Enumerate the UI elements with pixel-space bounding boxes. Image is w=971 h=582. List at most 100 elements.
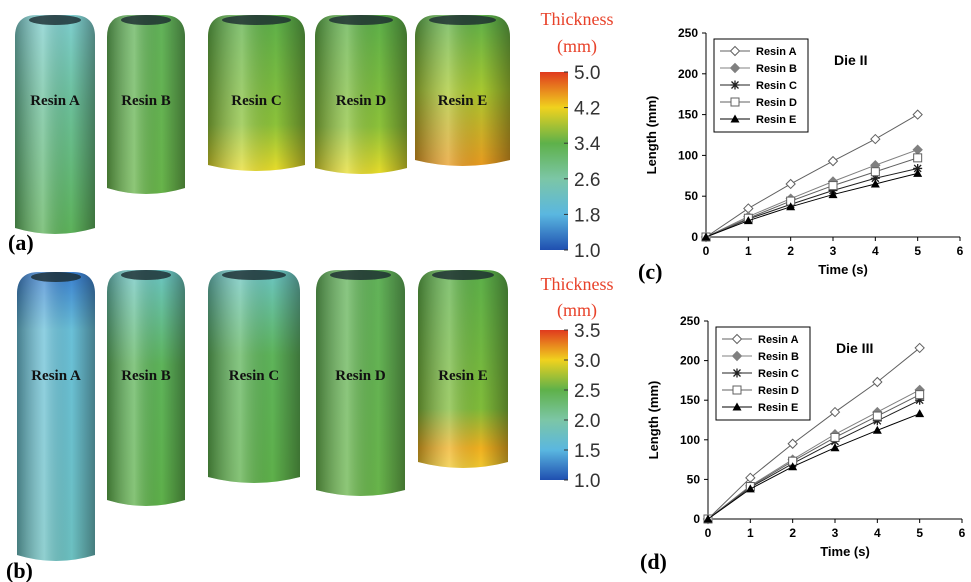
colorbar-title: Thickness	[541, 274, 614, 294]
tube-shade	[15, 15, 95, 234]
legend-label: Resin C	[756, 80, 797, 92]
resin-label: Resin D	[335, 368, 386, 384]
x-tick-label: 5	[916, 526, 923, 540]
y-tick-label: 100	[678, 148, 698, 162]
marker	[914, 154, 922, 162]
x-tick-label: 5	[914, 244, 921, 258]
legend-marker	[731, 98, 739, 106]
tube-opening	[330, 270, 391, 280]
resin-label: Resin A	[31, 368, 81, 384]
resin-label: Resin E	[438, 368, 488, 384]
x-tick-label: 4	[874, 526, 881, 540]
series-line	[706, 168, 918, 237]
marker	[871, 168, 879, 176]
legend-marker	[733, 369, 742, 378]
tube-opening	[222, 270, 286, 280]
marker	[873, 412, 881, 420]
colorbar-tick-label: 1.0	[574, 471, 600, 492]
legend-label: Resin A	[758, 334, 799, 346]
tube-opening	[31, 272, 81, 282]
colorbar-tick-label: 1.5	[574, 441, 600, 462]
colorbar-tick-label: 1.0	[574, 241, 600, 262]
legend-label: Resin E	[758, 402, 798, 414]
colorbar-tick-label: 2.5	[574, 381, 600, 402]
x-tick-label: 3	[830, 244, 837, 258]
resin-label: Resin E	[438, 93, 488, 109]
x-tick-label: 3	[832, 526, 839, 540]
figure: Resin A Resin B Resin C Resin D Resin E (a) Th…	[0, 0, 971, 582]
marker	[916, 391, 924, 399]
marker	[829, 157, 838, 166]
resin-label: Resin C	[231, 93, 281, 109]
legend-label: Resin E	[756, 114, 796, 126]
x-axis-title: Time (s)	[820, 544, 870, 559]
tube-opening	[429, 15, 496, 25]
tube-shade	[17, 272, 95, 561]
tube-opening	[121, 270, 171, 280]
y-tick-label: 200	[680, 354, 700, 368]
marker	[786, 179, 795, 188]
marker	[913, 169, 922, 177]
panel-label: (d)	[640, 549, 667, 574]
colorbar-unit: (mm)	[557, 36, 597, 57]
colorbar-unit: (mm)	[557, 300, 597, 321]
y-tick-label: 100	[680, 433, 700, 447]
tube-opening	[329, 15, 393, 25]
legend-label: Resin B	[758, 351, 799, 363]
colorbar-tick-label: 3.4	[574, 134, 601, 155]
y-tick-label: 50	[685, 189, 699, 203]
resin-label: Resin B	[121, 368, 171, 384]
marker	[913, 110, 922, 119]
resin-label: Resin B	[121, 93, 171, 109]
panel-label: (a)	[8, 230, 34, 255]
x-tick-label: 1	[745, 244, 752, 258]
x-tick-label: 6	[959, 526, 966, 540]
resin-label: Resin A	[30, 93, 80, 109]
series-line	[708, 414, 920, 519]
legend-label: Resin A	[756, 46, 797, 58]
x-tick-label: 2	[787, 244, 794, 258]
colorbar	[540, 72, 568, 250]
legend-label: Resin C	[758, 368, 799, 380]
legend-marker	[731, 81, 740, 90]
colorbar	[540, 330, 568, 480]
y-axis-title: Length (mm)	[644, 96, 659, 175]
x-tick-label: 6	[957, 244, 964, 258]
colorbar-tick-label: 2.0	[574, 411, 600, 432]
marker	[915, 409, 924, 417]
y-tick-label: 250	[678, 26, 698, 40]
marker	[873, 426, 882, 434]
y-axis-title: Length (mm)	[646, 381, 661, 460]
legend-label: Resin B	[756, 63, 797, 75]
y-tick-label: 0	[693, 512, 700, 526]
y-tick-label: 150	[680, 393, 700, 407]
tube-shade	[107, 270, 185, 506]
legend-label: Resin D	[756, 97, 797, 109]
colorbar-tick-label: 2.6	[574, 170, 600, 191]
panel-label: (c)	[638, 259, 662, 284]
x-tick-label: 4	[872, 244, 879, 258]
y-tick-label: 250	[680, 314, 700, 328]
resin-label: Resin D	[336, 93, 387, 109]
legend-marker	[733, 386, 741, 394]
tube-opening	[29, 15, 81, 25]
colorbar-tick-label: 5.0	[574, 63, 600, 84]
tube-shade	[415, 15, 510, 166]
marker	[829, 182, 837, 190]
annotation: Die II	[834, 52, 867, 68]
tube-opening	[121, 15, 171, 25]
annotation: Die III	[836, 340, 873, 356]
y-tick-label: 150	[678, 108, 698, 122]
x-tick-label: 0	[703, 244, 710, 258]
colorbar-tick-label: 1.8	[574, 205, 600, 226]
y-tick-label: 0	[691, 230, 698, 244]
x-tick-label: 2	[789, 526, 796, 540]
marker	[831, 408, 840, 417]
legend-label: Resin D	[758, 385, 799, 397]
x-tick-label: 0	[705, 526, 712, 540]
marker	[831, 433, 839, 441]
tube-opening	[222, 15, 291, 25]
y-tick-label: 200	[678, 67, 698, 81]
colorbar-tick-label: 3.5	[574, 321, 600, 342]
